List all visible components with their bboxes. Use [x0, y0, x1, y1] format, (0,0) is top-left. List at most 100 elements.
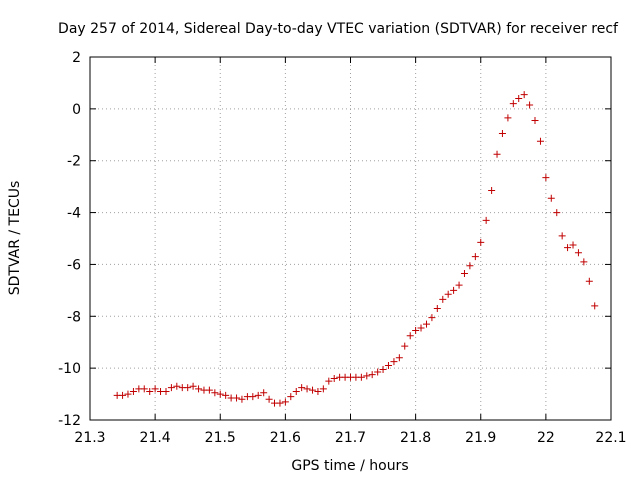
- data-point: [129, 387, 137, 395]
- data-point: [167, 384, 175, 392]
- data-point: [493, 150, 501, 158]
- data-point: [412, 327, 420, 335]
- data-point: [303, 385, 311, 393]
- data-point: [146, 387, 154, 395]
- data-point: [515, 94, 523, 102]
- grid: [90, 57, 611, 420]
- data-point: [368, 371, 376, 379]
- data-point: [591, 302, 599, 310]
- data-point: [455, 281, 463, 289]
- data-point: [119, 391, 127, 399]
- y-tick-label: -12: [58, 413, 81, 429]
- data-point: [423, 320, 431, 328]
- data-point: [222, 391, 230, 399]
- data-point: [444, 290, 452, 298]
- x-tick-label: 21.8: [400, 430, 431, 446]
- data-point: [314, 387, 322, 395]
- data-point: [195, 385, 203, 393]
- x-tick-label: 22: [537, 430, 555, 446]
- x-tick-label: 21.5: [205, 430, 236, 446]
- data-point: [488, 187, 496, 195]
- y-tick-label: -10: [58, 361, 81, 377]
- y-tick-label: -2: [67, 154, 81, 170]
- data-point: [265, 395, 273, 403]
- data-point: [406, 332, 414, 340]
- data-point: [357, 373, 365, 381]
- x-tick-label: 21.4: [140, 430, 171, 446]
- y-tick-label: -4: [67, 206, 81, 222]
- x-tick-label: 22.1: [595, 430, 626, 446]
- y-tick-label: 0: [72, 102, 81, 118]
- data-point: [319, 385, 327, 393]
- data-point: [395, 354, 403, 362]
- data-point: [439, 295, 447, 303]
- data-point: [450, 286, 458, 294]
- data-point: [211, 389, 219, 397]
- data-point: [482, 216, 490, 224]
- data-point: [460, 270, 468, 278]
- data-points: [113, 91, 599, 407]
- y-tick-label: -6: [67, 257, 81, 273]
- data-point: [249, 393, 257, 401]
- data-point: [292, 387, 300, 395]
- y-tick-labels: 2 0 -2 -4 -6 -8 -10 -12: [58, 50, 81, 429]
- data-point: [504, 114, 512, 122]
- y-axis-label: SDTVAR / TECUs: [7, 181, 23, 296]
- y-tick-label: 2: [72, 50, 81, 66]
- data-point: [536, 137, 544, 145]
- x-tick-labels: 21.3 21.4 21.5 21.6 21.7 21.8 21.9 22 22.1: [74, 430, 626, 446]
- data-point: [363, 372, 371, 380]
- data-point: [542, 174, 550, 182]
- data-point: [189, 382, 197, 390]
- data-point: [558, 232, 566, 240]
- data-point: [184, 384, 192, 392]
- data-point: [325, 377, 333, 385]
- data-point: [140, 385, 148, 393]
- data-point: [233, 394, 241, 402]
- data-point: [580, 258, 588, 266]
- data-point: [374, 368, 382, 376]
- data-point: [547, 194, 555, 202]
- data-point: [471, 253, 479, 261]
- data-point: [498, 129, 506, 137]
- data-point: [287, 393, 295, 401]
- data-point: [477, 238, 485, 246]
- data-point: [585, 277, 593, 285]
- data-point: [526, 101, 534, 109]
- data-point: [276, 399, 284, 407]
- data-point: [520, 91, 528, 99]
- data-point: [428, 314, 436, 322]
- x-tick-label: 21.3: [74, 430, 105, 446]
- data-point: [401, 342, 409, 350]
- data-point: [281, 398, 289, 406]
- chart-title: Day 257 of 2014, Sidereal Day-to-day VTE…: [58, 21, 619, 37]
- data-point: [574, 249, 582, 257]
- data-point: [205, 386, 213, 394]
- data-point: [553, 209, 561, 217]
- data-point: [509, 100, 517, 108]
- data-point: [330, 375, 338, 383]
- axis-ticks: [89, 56, 612, 421]
- x-tick-label: 21.9: [465, 430, 496, 446]
- data-point: [151, 385, 159, 393]
- data-point: [569, 241, 577, 249]
- x-tick-label: 21.7: [335, 430, 366, 446]
- data-point: [162, 387, 170, 395]
- data-point: [384, 362, 392, 370]
- data-point: [309, 386, 317, 394]
- data-point: [173, 382, 181, 390]
- x-tick-label: 21.6: [270, 430, 301, 446]
- x-axis-label: GPS time / hours: [291, 458, 408, 474]
- y-tick-label: -8: [67, 309, 81, 325]
- data-point: [254, 391, 262, 399]
- data-point: [298, 384, 306, 392]
- data-point: [466, 262, 474, 270]
- data-point: [379, 365, 387, 373]
- data-point: [216, 390, 224, 398]
- data-point: [260, 389, 268, 397]
- data-point: [390, 358, 398, 366]
- data-point: [238, 395, 246, 403]
- data-point: [433, 305, 441, 313]
- data-point: [417, 324, 425, 332]
